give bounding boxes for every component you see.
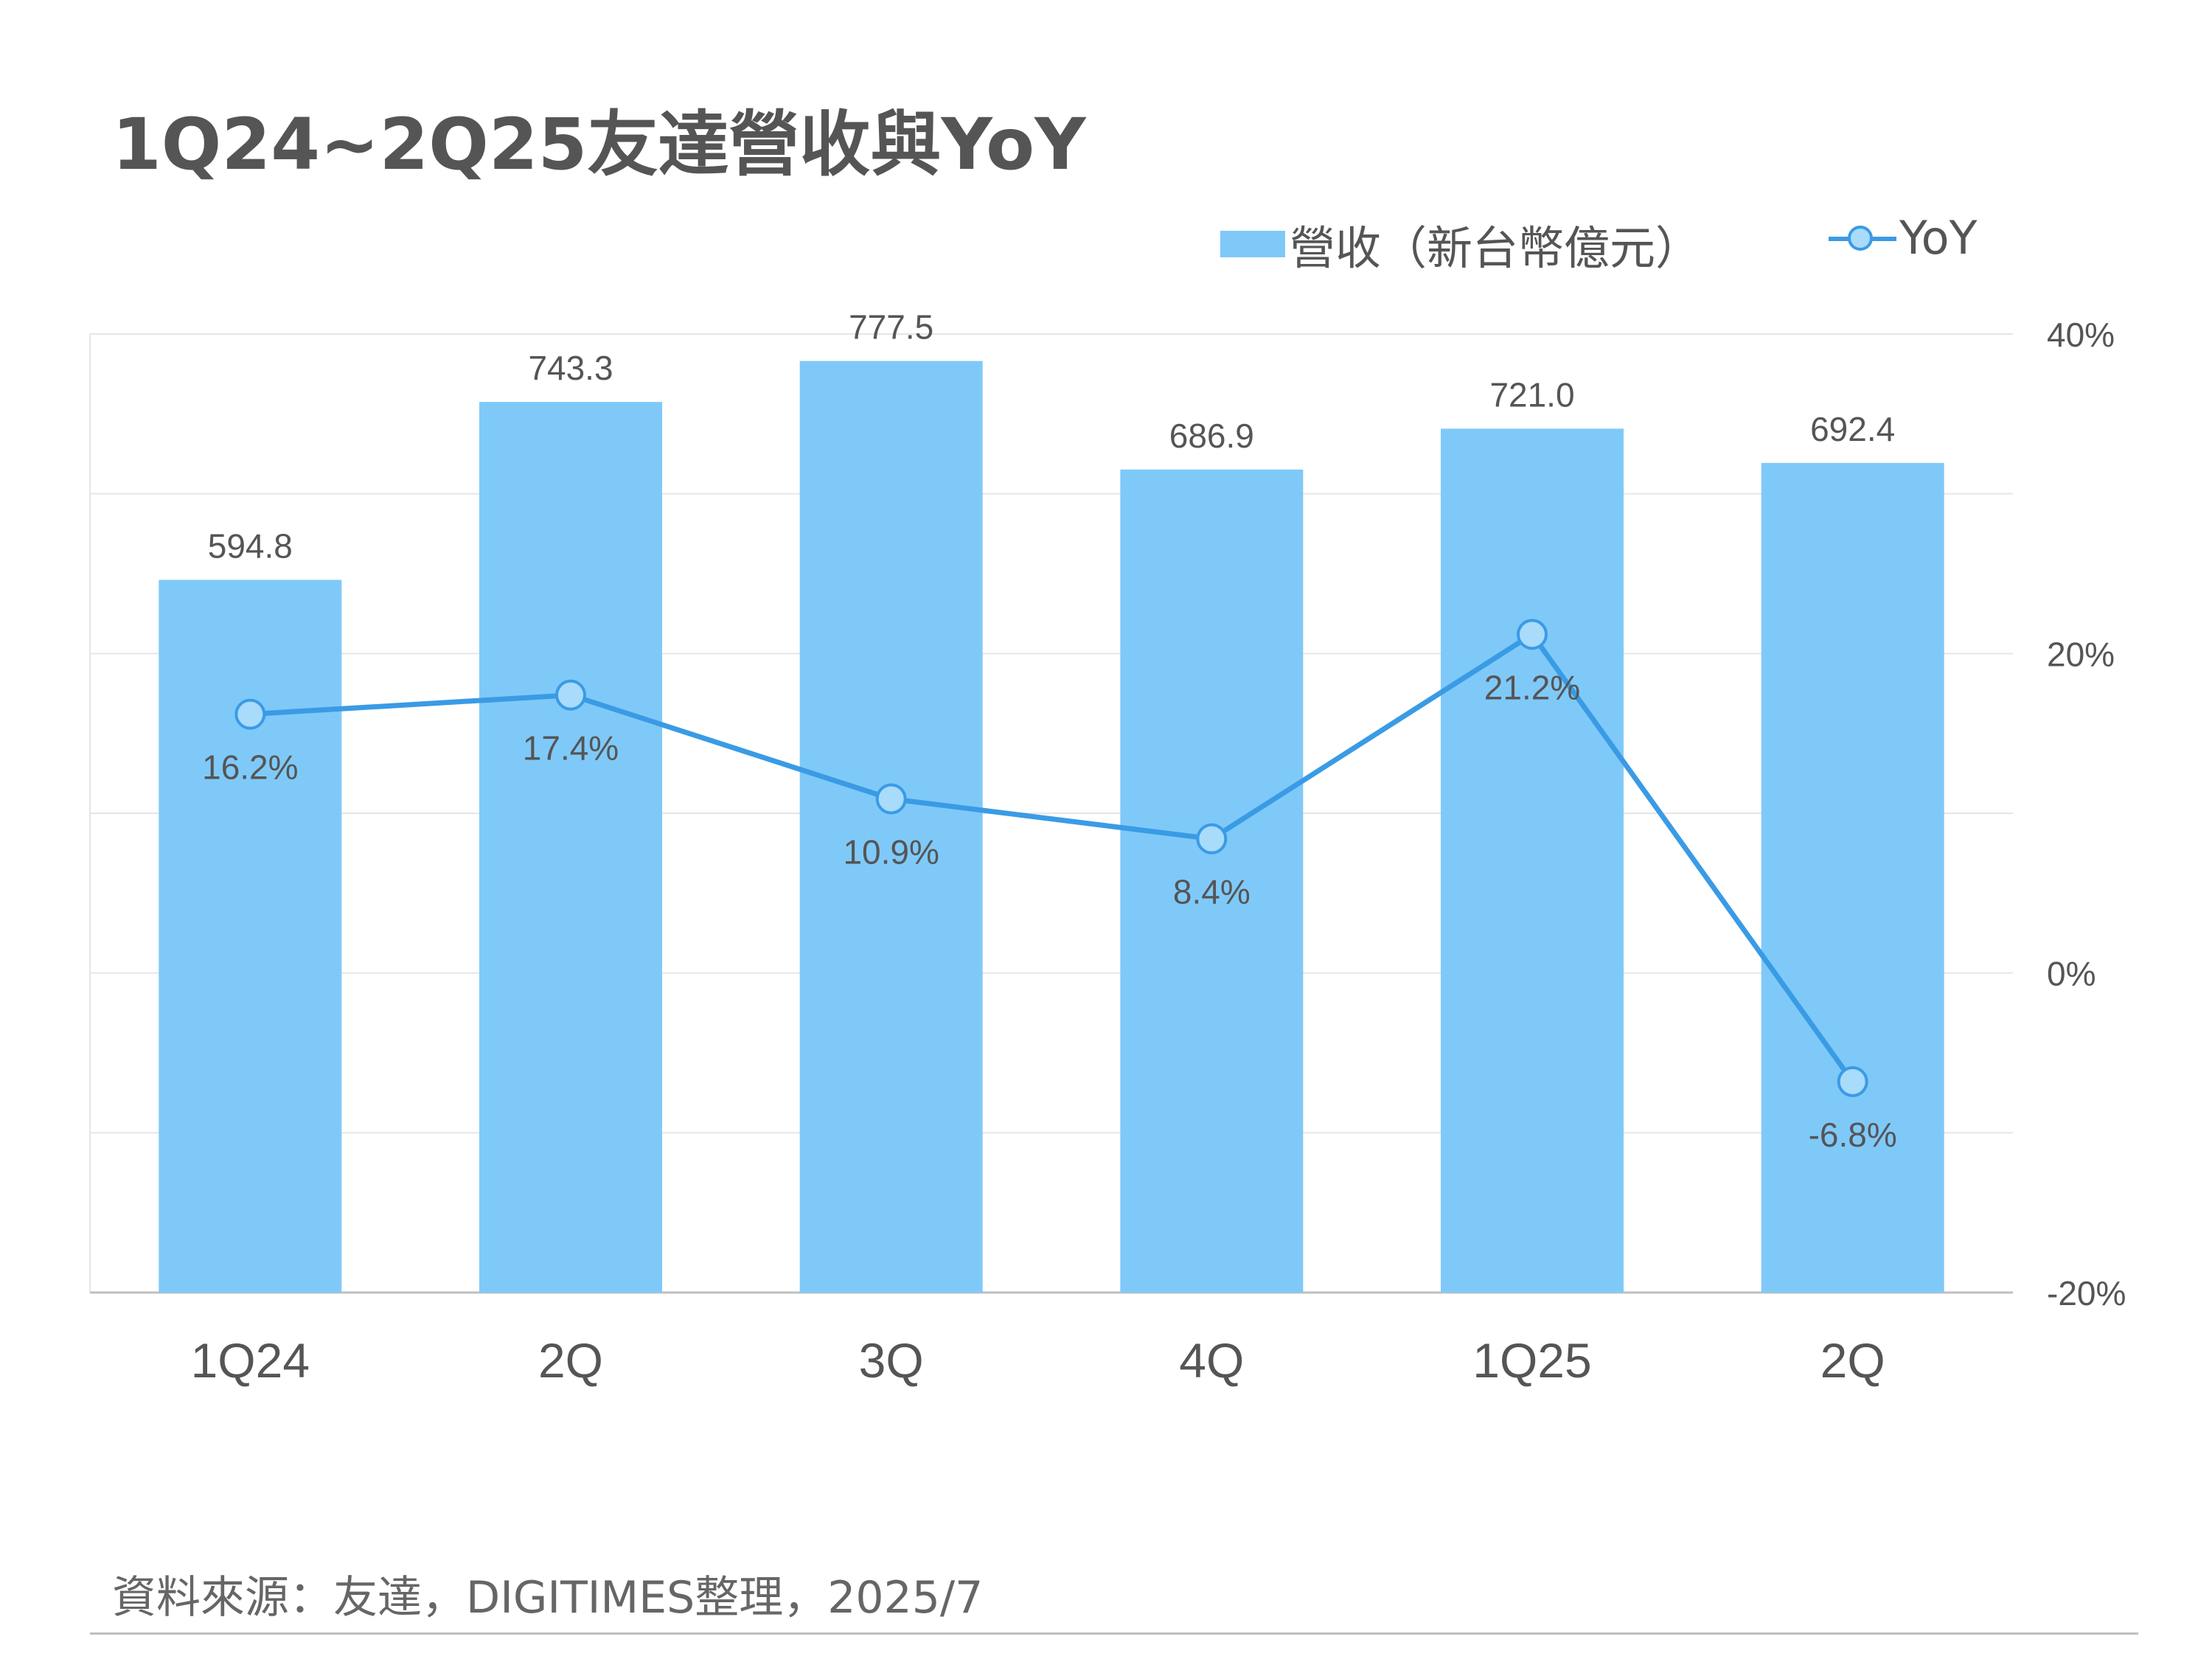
x-tick-label: 1Q25 bbox=[1472, 1333, 1591, 1388]
revenue-data-label: 692.4 bbox=[1810, 410, 1895, 448]
chart-legend: 營收（新台幣億元） YoY bbox=[0, 211, 2212, 285]
revenue-bar bbox=[1441, 428, 1624, 1293]
y-right-tick-label: 40% bbox=[2047, 316, 2115, 354]
yoy-marker bbox=[875, 783, 907, 815]
yoy-marker bbox=[234, 698, 266, 730]
revenue-data-label: 777.5 bbox=[849, 308, 933, 347]
yoy-marker bbox=[555, 679, 586, 711]
footer-divider bbox=[90, 1632, 2138, 1635]
source-note: 資料來源：友達，DIGITIMES整理，2025/7 bbox=[112, 1572, 984, 1624]
y-right-tick-label: -20% bbox=[2047, 1274, 2126, 1312]
x-tick-label: 2Q bbox=[538, 1333, 603, 1388]
yoy-data-label: 10.9% bbox=[843, 833, 939, 872]
legend-label-revenue: 營收（新台幣億元） bbox=[1290, 221, 1702, 275]
yoy-data-label: 16.2% bbox=[202, 748, 298, 787]
revenue-data-label: 686.9 bbox=[1169, 417, 1254, 455]
yoy-line bbox=[250, 631, 1855, 1084]
yoy-data-label: 8.4% bbox=[1173, 873, 1251, 911]
legend-item-yoy: YoY bbox=[1829, 211, 1977, 265]
legend-label-yoy: YoY bbox=[1899, 211, 1978, 265]
x-tick-label: 3Q bbox=[859, 1333, 924, 1388]
revenue-bar bbox=[159, 580, 342, 1293]
x-tick-label: 4Q bbox=[1179, 1333, 1244, 1388]
revenue-data-label: 743.3 bbox=[528, 349, 613, 387]
yoy-marker bbox=[1837, 1066, 1868, 1097]
legend-item-revenue: 營收（新台幣億元） bbox=[1220, 211, 1701, 277]
yoy-marker bbox=[1517, 619, 1548, 650]
x-tick-label: 1Q24 bbox=[191, 1333, 310, 1388]
yoy-data-label: -6.8% bbox=[1809, 1116, 1897, 1154]
revenue-bar bbox=[799, 361, 983, 1293]
legend-line-swatch bbox=[1829, 223, 1896, 253]
x-tick-label: 2Q bbox=[1820, 1333, 1885, 1388]
yoy-marker bbox=[1196, 823, 1228, 855]
y-right-tick-label: 0% bbox=[2047, 955, 2096, 993]
yoy-data-label: 17.4% bbox=[523, 729, 619, 768]
chart-title: 1Q24~2Q25友達營收與YoY bbox=[112, 103, 1086, 186]
y-right-tick-label: 20% bbox=[2047, 635, 2115, 673]
revenue-data-label: 594.8 bbox=[208, 526, 293, 565]
revenue-data-label: 721.0 bbox=[1489, 375, 1574, 414]
revenue-bar bbox=[1120, 469, 1304, 1293]
yoy-data-label: 21.2% bbox=[1484, 668, 1580, 706]
revenue-bar bbox=[1761, 462, 1944, 1293]
legend-bar-swatch bbox=[1220, 231, 1285, 257]
revenue-bar bbox=[479, 402, 662, 1293]
